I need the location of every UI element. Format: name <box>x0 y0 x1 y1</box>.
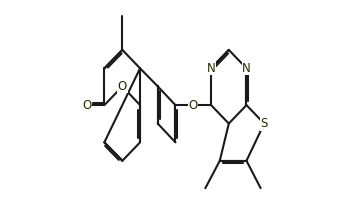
Text: O: O <box>83 99 92 112</box>
Text: S: S <box>261 117 268 130</box>
Text: N: N <box>242 62 251 75</box>
Text: O: O <box>118 80 127 93</box>
Text: O: O <box>188 99 198 112</box>
Text: N: N <box>207 62 215 75</box>
